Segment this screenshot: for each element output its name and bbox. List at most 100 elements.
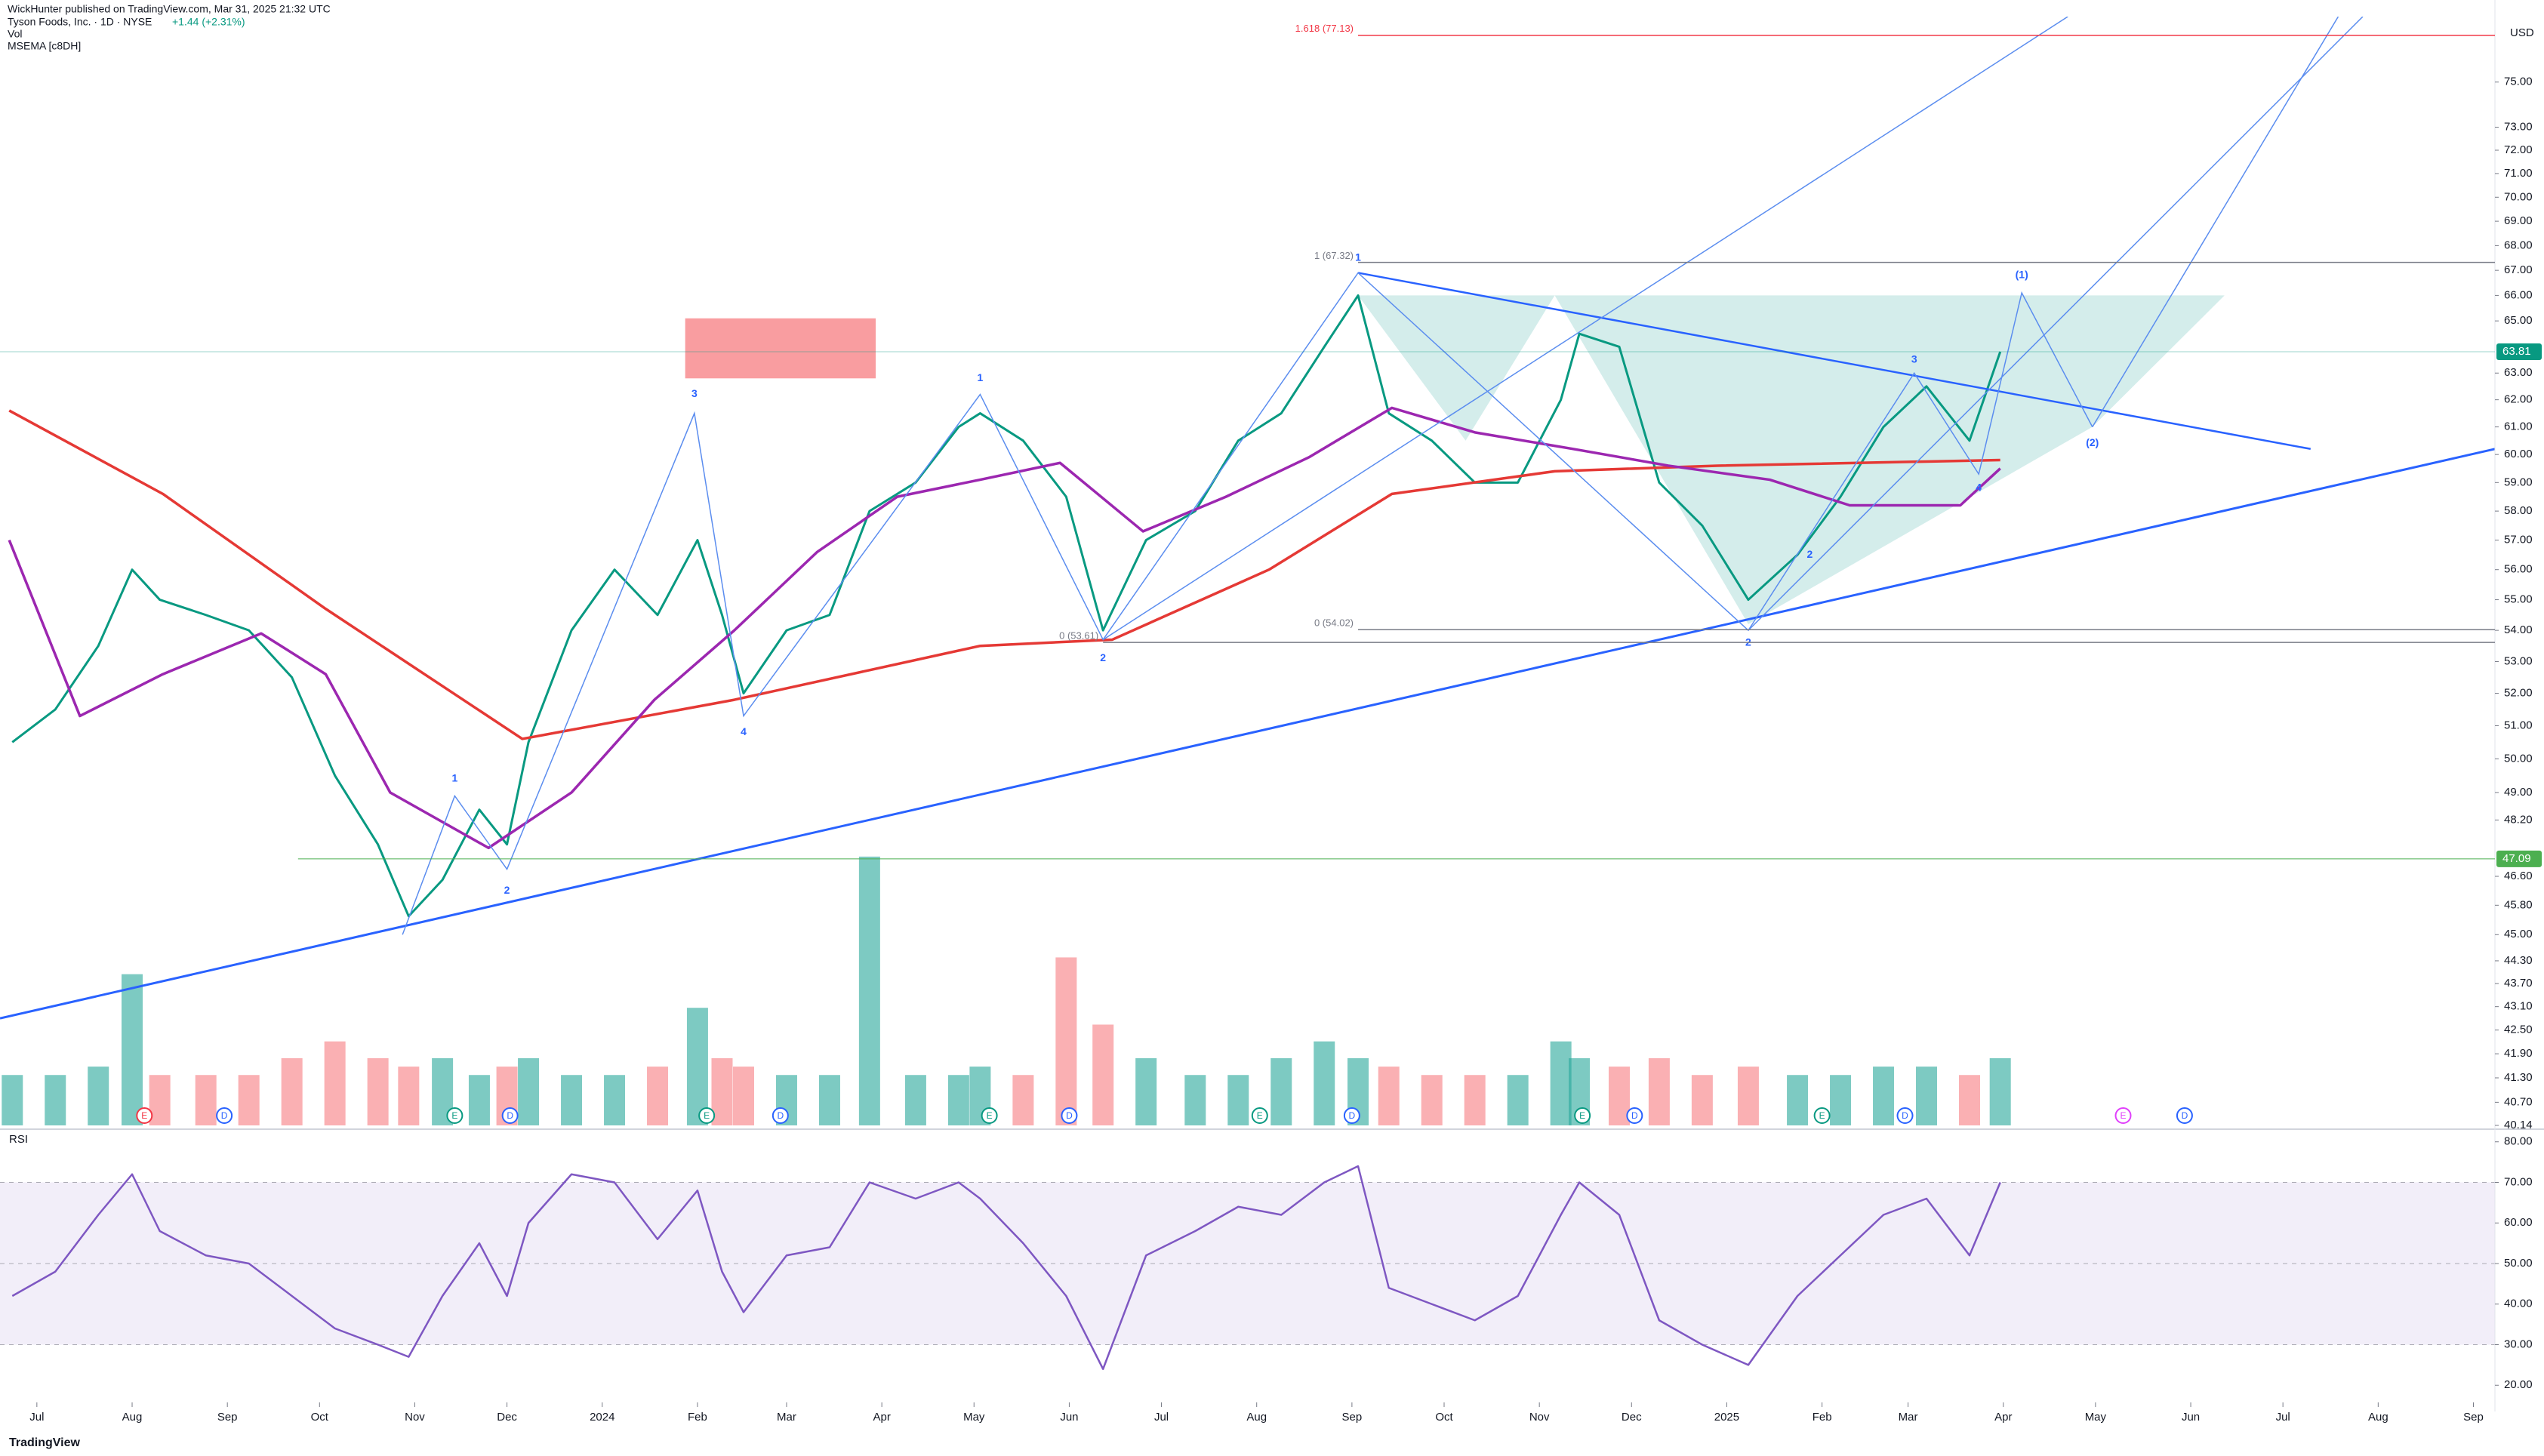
y-tick-label: 52.00 (2504, 687, 2533, 700)
y-tick-label: 70.00 (2504, 190, 2533, 203)
y-tick-label: 49.00 (2504, 786, 2533, 799)
event-label: D (1902, 1110, 1908, 1121)
event-label: D (777, 1110, 784, 1121)
x-tick-label: Apr (873, 1411, 890, 1424)
volume-bar (468, 1075, 490, 1125)
x-tick-label: Dec (497, 1411, 517, 1424)
event-marker (446, 1107, 464, 1124)
y-tick-label: 60.00 (2504, 1216, 2533, 1229)
rsi-line (11, 1165, 2001, 1370)
volume-bar (281, 1057, 303, 1125)
y-tick-label: 30.00 (2504, 1337, 2533, 1350)
wave-label: 3 (691, 387, 698, 399)
y-tick-label: 41.90 (2504, 1047, 2533, 1060)
wave-label: (1) (2016, 268, 2028, 280)
y-tick-label: 53.00 (2504, 654, 2533, 667)
publisher: WickHunter published on TradingView.com,… (8, 3, 331, 15)
indicator: Vol (8, 28, 22, 40)
x-tick-label: Dec (1622, 1411, 1642, 1424)
change: +1.44 (+2.31%) (172, 16, 245, 28)
trend-line (1357, 272, 2311, 451)
y-tick-label: 45.80 (2504, 898, 2533, 911)
x-tick-label: Sep (217, 1411, 238, 1424)
y-tick-label: 44.30 (2504, 954, 2533, 967)
wave-label: 4 (1976, 482, 1982, 494)
event-label: E (451, 1110, 457, 1121)
event-marker (216, 1107, 233, 1124)
volume-bar (1608, 1067, 1630, 1125)
level-label: 1 (67.32) (1314, 250, 1354, 261)
level-label: 1.618 (77.13) (1295, 23, 1354, 34)
y-tick-label: 48.20 (2504, 813, 2533, 826)
x-tick-label: Mar (777, 1411, 796, 1424)
y-tick-label: 56.00 (2504, 563, 2533, 576)
wave-label: 1 (1355, 251, 1361, 263)
y-tick-label: 50.00 (2504, 1257, 2533, 1270)
event-marker (698, 1107, 716, 1124)
volume-bar (686, 1008, 708, 1125)
event-marker (2176, 1107, 2193, 1124)
volume-bar (1314, 1041, 1335, 1125)
event-label: E (141, 1110, 147, 1121)
moving-average (8, 409, 2000, 740)
rsi-pane (0, 1165, 2495, 1370)
volume-bar (88, 1067, 109, 1125)
y-tick-label: 72.00 (2504, 143, 2533, 156)
price-line (11, 294, 2002, 918)
y-tick-label: 63.00 (2504, 366, 2533, 379)
y-tick-label: 54.00 (2504, 623, 2533, 636)
y-tick-label: 20.00 (2504, 1378, 2533, 1391)
rsi-band (0, 1182, 2495, 1345)
event-marker (1574, 1107, 1591, 1124)
volume-bar (1055, 957, 1077, 1125)
event-marker (501, 1107, 519, 1124)
event-marker (1896, 1107, 1914, 1124)
y-tick-label: 45.00 (2504, 928, 2533, 940)
x-tick-label: Jul (1154, 1411, 1169, 1424)
event-label: E (704, 1110, 710, 1121)
volume-bar (1830, 1075, 1852, 1125)
currency: USD (2510, 26, 2534, 39)
volume-bar (149, 1075, 171, 1125)
y-tick-label: 68.00 (2504, 239, 2533, 251)
symbol: Tyson Foods, Inc. · 1D · NYSE (8, 16, 152, 28)
x-tick-label: Sep (2463, 1411, 2484, 1424)
volume-bar (1135, 1057, 1157, 1125)
zone (685, 318, 876, 379)
trend-line (1102, 17, 2068, 641)
y-tick-label: 66.00 (2504, 288, 2533, 301)
x-tick-label: Nov (405, 1411, 425, 1424)
x-tick-label: May (2085, 1411, 2107, 1424)
volume-bar (1184, 1075, 1206, 1125)
event-label: D (2182, 1110, 2188, 1121)
y-tick-label: 55.00 (2504, 593, 2533, 606)
volume-bar (367, 1057, 389, 1125)
price-tag-label: 63.81 (2502, 345, 2531, 358)
event-label: E (1819, 1110, 1825, 1121)
volume-bar (1550, 1041, 1572, 1125)
y-tick-label: 46.60 (2504, 870, 2533, 882)
wave-label: 3 (1911, 352, 1917, 365)
x-tick-label: Feb (688, 1411, 707, 1424)
price-tag-label: 47.09 (2502, 852, 2531, 865)
wave-label: 4 (741, 725, 747, 737)
volume-bar (711, 1057, 733, 1125)
x-tick-label: 2025 (1714, 1411, 1739, 1424)
volume-bar (122, 974, 143, 1125)
indicator: MSEMA [c8DH] (8, 40, 81, 52)
event-label: D (1631, 1110, 1638, 1121)
volume-bar (858, 856, 880, 1125)
volume-bar (947, 1075, 969, 1125)
price-tag (2496, 850, 2542, 867)
event-label: E (2120, 1110, 2126, 1121)
volume-bar (1227, 1075, 1249, 1125)
volume-bar (1873, 1067, 1895, 1125)
volume-bar (238, 1075, 260, 1125)
wave-label: 2 (504, 884, 510, 896)
y-tick-label: 58.00 (2504, 504, 2533, 517)
y-tick-label: 80.00 (2504, 1135, 2533, 1148)
price-tag (2496, 343, 2542, 361)
volume-bar (1648, 1057, 1670, 1125)
volume-bar (561, 1075, 583, 1125)
